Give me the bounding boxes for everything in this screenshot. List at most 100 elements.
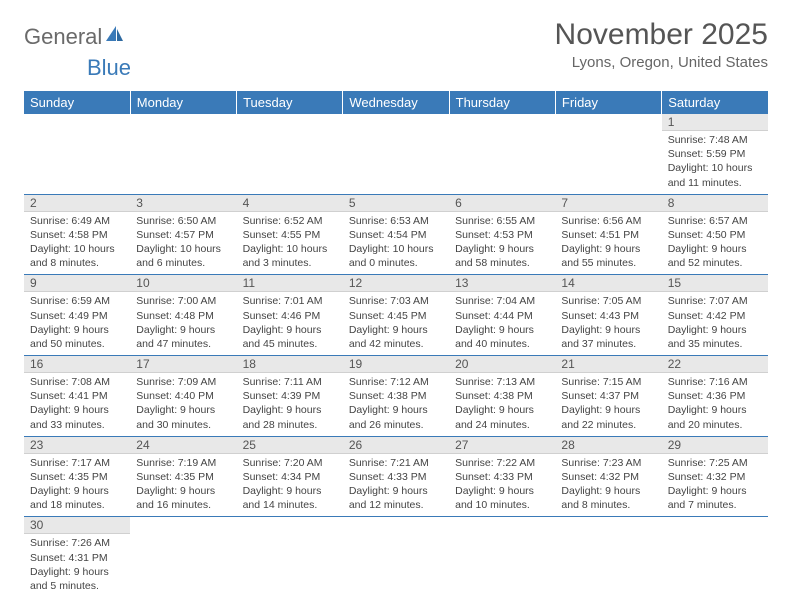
day-number: 9: [24, 275, 130, 292]
calendar-cell: 15Sunrise: 7:07 AMSunset: 4:42 PMDayligh…: [662, 275, 768, 356]
day-details: Sunrise: 7:19 AMSunset: 4:35 PMDaylight:…: [130, 454, 236, 517]
calendar-cell: 16Sunrise: 7:08 AMSunset: 4:41 PMDayligh…: [24, 356, 130, 437]
weekday-header: Saturday: [662, 91, 768, 114]
day-number: 4: [237, 195, 343, 212]
calendar-cell: 28Sunrise: 7:23 AMSunset: 4:32 PMDayligh…: [555, 436, 661, 517]
day-number: 1: [662, 114, 768, 131]
calendar-cell: 29Sunrise: 7:25 AMSunset: 4:32 PMDayligh…: [662, 436, 768, 517]
month-title: November 2025: [555, 18, 768, 52]
day-number: 27: [449, 437, 555, 454]
calendar-cell: 22Sunrise: 7:16 AMSunset: 4:36 PMDayligh…: [662, 356, 768, 437]
calendar-cell: [130, 517, 236, 597]
day-details: Sunrise: 6:50 AMSunset: 4:57 PMDaylight:…: [130, 212, 236, 275]
calendar-cell: 27Sunrise: 7:22 AMSunset: 4:33 PMDayligh…: [449, 436, 555, 517]
day-details: Sunrise: 6:49 AMSunset: 4:58 PMDaylight:…: [24, 212, 130, 275]
title-block: November 2025 Lyons, Oregon, United Stat…: [555, 18, 768, 71]
day-number: 8: [662, 195, 768, 212]
day-details: Sunrise: 7:13 AMSunset: 4:38 PMDaylight:…: [449, 373, 555, 436]
calendar-cell: 9Sunrise: 6:59 AMSunset: 4:49 PMDaylight…: [24, 275, 130, 356]
day-details: Sunrise: 7:26 AMSunset: 4:31 PMDaylight:…: [24, 534, 130, 597]
day-number: 24: [130, 437, 236, 454]
calendar-row: 23Sunrise: 7:17 AMSunset: 4:35 PMDayligh…: [24, 436, 768, 517]
calendar-row: 1Sunrise: 7:48 AMSunset: 5:59 PMDaylight…: [24, 114, 768, 194]
day-details: Sunrise: 6:52 AMSunset: 4:55 PMDaylight:…: [237, 212, 343, 275]
calendar-cell: 11Sunrise: 7:01 AMSunset: 4:46 PMDayligh…: [237, 275, 343, 356]
calendar-cell: [449, 114, 555, 194]
day-number: 15: [662, 275, 768, 292]
calendar-cell: [343, 517, 449, 597]
calendar-cell: 10Sunrise: 7:00 AMSunset: 4:48 PMDayligh…: [130, 275, 236, 356]
day-number: 19: [343, 356, 449, 373]
calendar-cell: 5Sunrise: 6:53 AMSunset: 4:54 PMDaylight…: [343, 194, 449, 275]
day-number: 5: [343, 195, 449, 212]
calendar-row: 9Sunrise: 6:59 AMSunset: 4:49 PMDaylight…: [24, 275, 768, 356]
day-number: 18: [237, 356, 343, 373]
day-details: Sunrise: 7:03 AMSunset: 4:45 PMDaylight:…: [343, 292, 449, 355]
day-details: Sunrise: 7:17 AMSunset: 4:35 PMDaylight:…: [24, 454, 130, 517]
day-details: Sunrise: 7:23 AMSunset: 4:32 PMDaylight:…: [555, 454, 661, 517]
calendar-cell: 21Sunrise: 7:15 AMSunset: 4:37 PMDayligh…: [555, 356, 661, 437]
weekday-header: Thursday: [449, 91, 555, 114]
day-details: Sunrise: 7:01 AMSunset: 4:46 PMDaylight:…: [237, 292, 343, 355]
calendar-cell: 23Sunrise: 7:17 AMSunset: 4:35 PMDayligh…: [24, 436, 130, 517]
day-number: 2: [24, 195, 130, 212]
day-details: Sunrise: 7:09 AMSunset: 4:40 PMDaylight:…: [130, 373, 236, 436]
day-details: Sunrise: 7:20 AMSunset: 4:34 PMDaylight:…: [237, 454, 343, 517]
calendar-cell: 12Sunrise: 7:03 AMSunset: 4:45 PMDayligh…: [343, 275, 449, 356]
day-details: Sunrise: 6:57 AMSunset: 4:50 PMDaylight:…: [662, 212, 768, 275]
day-details: Sunrise: 6:56 AMSunset: 4:51 PMDaylight:…: [555, 212, 661, 275]
day-number: 17: [130, 356, 236, 373]
calendar-cell: 14Sunrise: 7:05 AMSunset: 4:43 PMDayligh…: [555, 275, 661, 356]
day-number: 16: [24, 356, 130, 373]
calendar-cell: 20Sunrise: 7:13 AMSunset: 4:38 PMDayligh…: [449, 356, 555, 437]
calendar-cell: [24, 114, 130, 194]
calendar-cell: 8Sunrise: 6:57 AMSunset: 4:50 PMDaylight…: [662, 194, 768, 275]
calendar-cell: [555, 114, 661, 194]
calendar-cell: 19Sunrise: 7:12 AMSunset: 4:38 PMDayligh…: [343, 356, 449, 437]
day-number: 20: [449, 356, 555, 373]
day-details: Sunrise: 7:16 AMSunset: 4:36 PMDaylight:…: [662, 373, 768, 436]
day-details: Sunrise: 7:15 AMSunset: 4:37 PMDaylight:…: [555, 373, 661, 436]
calendar-cell: [449, 517, 555, 597]
day-details: Sunrise: 7:25 AMSunset: 4:32 PMDaylight:…: [662, 454, 768, 517]
calendar-cell: [555, 517, 661, 597]
calendar-cell: 25Sunrise: 7:20 AMSunset: 4:34 PMDayligh…: [237, 436, 343, 517]
calendar-head: SundayMondayTuesdayWednesdayThursdayFrid…: [24, 91, 768, 114]
day-number: 25: [237, 437, 343, 454]
calendar-cell: 6Sunrise: 6:55 AMSunset: 4:53 PMDaylight…: [449, 194, 555, 275]
day-details: Sunrise: 7:22 AMSunset: 4:33 PMDaylight:…: [449, 454, 555, 517]
weekday-header: Tuesday: [237, 91, 343, 114]
day-number: 21: [555, 356, 661, 373]
day-details: Sunrise: 7:00 AMSunset: 4:48 PMDaylight:…: [130, 292, 236, 355]
day-details: Sunrise: 7:21 AMSunset: 4:33 PMDaylight:…: [343, 454, 449, 517]
calendar-cell: 4Sunrise: 6:52 AMSunset: 4:55 PMDaylight…: [237, 194, 343, 275]
day-details: Sunrise: 7:11 AMSunset: 4:39 PMDaylight:…: [237, 373, 343, 436]
weekday-header: Wednesday: [343, 91, 449, 114]
day-details: Sunrise: 6:53 AMSunset: 4:54 PMDaylight:…: [343, 212, 449, 275]
calendar-row: 30Sunrise: 7:26 AMSunset: 4:31 PMDayligh…: [24, 517, 768, 597]
calendar-cell: 2Sunrise: 6:49 AMSunset: 4:58 PMDaylight…: [24, 194, 130, 275]
day-number: 6: [449, 195, 555, 212]
day-number: 7: [555, 195, 661, 212]
calendar-cell: 1Sunrise: 7:48 AMSunset: 5:59 PMDaylight…: [662, 114, 768, 194]
brand-text-general: General: [24, 24, 102, 50]
day-number: 10: [130, 275, 236, 292]
calendar-row: 16Sunrise: 7:08 AMSunset: 4:41 PMDayligh…: [24, 356, 768, 437]
calendar-row: 2Sunrise: 6:49 AMSunset: 4:58 PMDaylight…: [24, 194, 768, 275]
calendar-cell: 13Sunrise: 7:04 AMSunset: 4:44 PMDayligh…: [449, 275, 555, 356]
day-number: 30: [24, 517, 130, 534]
weekday-header: Friday: [555, 91, 661, 114]
day-number: 26: [343, 437, 449, 454]
day-number: 23: [24, 437, 130, 454]
day-number: 22: [662, 356, 768, 373]
calendar-cell: 3Sunrise: 6:50 AMSunset: 4:57 PMDaylight…: [130, 194, 236, 275]
calendar-cell: [237, 114, 343, 194]
calendar-cell: 18Sunrise: 7:11 AMSunset: 4:39 PMDayligh…: [237, 356, 343, 437]
day-details: Sunrise: 6:59 AMSunset: 4:49 PMDaylight:…: [24, 292, 130, 355]
brand-text-blue: Blue: [87, 55, 131, 80]
day-details: Sunrise: 6:55 AMSunset: 4:53 PMDaylight:…: [449, 212, 555, 275]
calendar-body: 1Sunrise: 7:48 AMSunset: 5:59 PMDaylight…: [24, 114, 768, 597]
weekday-header: Sunday: [24, 91, 130, 114]
calendar-table: SundayMondayTuesdayWednesdayThursdayFrid…: [24, 91, 768, 597]
day-number: 11: [237, 275, 343, 292]
